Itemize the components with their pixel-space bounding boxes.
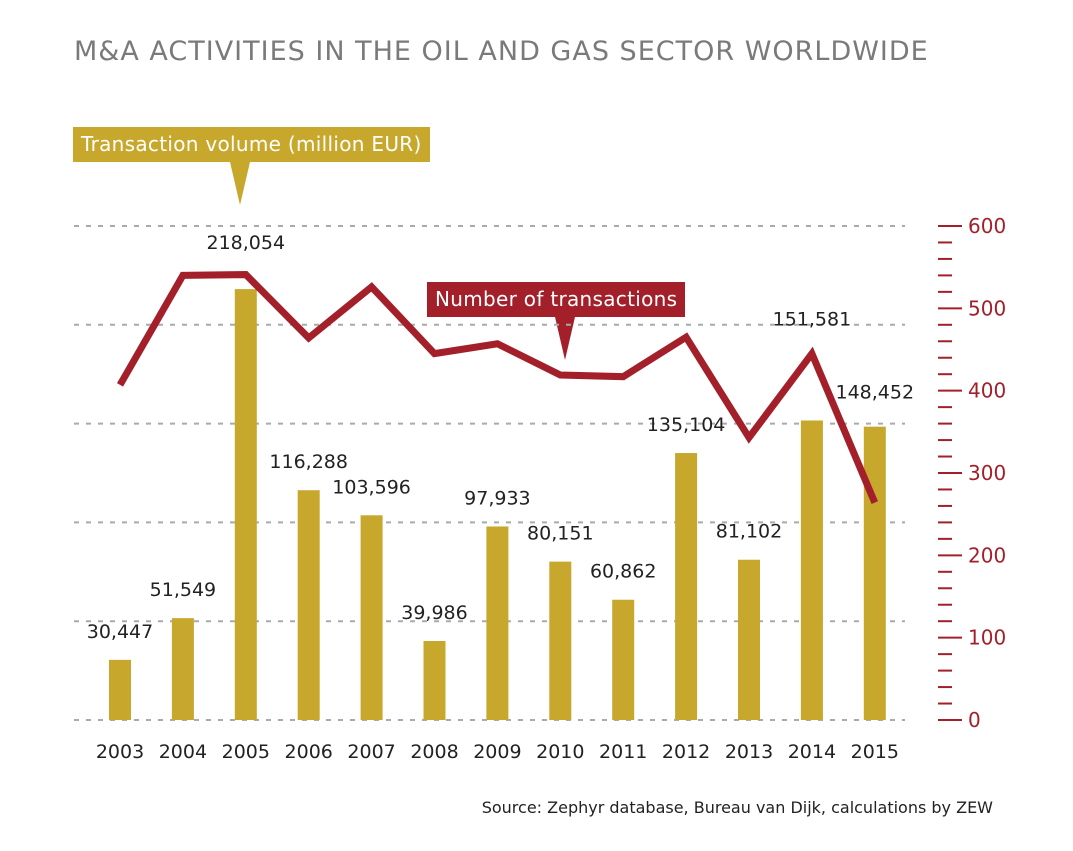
line-callout-pointer <box>555 317 575 360</box>
right-axis-tick-label: 500 <box>968 296 1006 320</box>
bar-value-label: 30,447 <box>87 621 153 643</box>
x-tick-label: 2013 <box>725 741 773 763</box>
bar-2006 <box>297 490 320 720</box>
x-tick-label: 2003 <box>96 741 144 763</box>
x-tick-label: 2007 <box>347 741 395 763</box>
transactions-line <box>116 271 879 505</box>
bar-2011 <box>612 599 635 720</box>
x-tick-label: 2004 <box>159 741 207 763</box>
bar-2003 <box>109 659 131 720</box>
source-note: Source: Zephyr database, Bureau van Dijk… <box>481 798 993 817</box>
bar-2015 <box>863 426 886 720</box>
bar-value-label: 116,288 <box>269 451 348 473</box>
right-axis-tick-label: 100 <box>968 626 1006 650</box>
x-tick-label: 2010 <box>536 741 584 763</box>
bar-2014 <box>800 420 823 720</box>
bar-2013 <box>738 559 760 720</box>
bar-value-label: 103,596 <box>332 476 411 498</box>
bar-value-label: 151,581 <box>773 308 852 330</box>
bar-2007 <box>360 515 383 720</box>
bar-value-label: 135,104 <box>647 414 726 436</box>
bar-value-label: 51,549 <box>150 579 216 601</box>
bar-value-label: 80,151 <box>527 523 593 545</box>
right-axis-tick-label: 200 <box>968 543 1006 567</box>
x-tick-label: 2015 <box>851 741 899 763</box>
bar-value-label: 81,102 <box>716 521 782 543</box>
x-tick-label: 2012 <box>662 741 710 763</box>
bar-value-label: 97,933 <box>464 487 530 509</box>
bar-callout-pointer <box>230 162 250 205</box>
bar-2004 <box>171 618 194 720</box>
x-tick-label: 2014 <box>788 741 836 763</box>
bar-value-label: 60,862 <box>590 561 656 583</box>
x-tick-label: 2009 <box>473 741 521 763</box>
bar-2005 <box>234 289 257 720</box>
bar-value-label: 39,986 <box>401 602 467 624</box>
right-axis-tick-label: 0 <box>968 708 981 732</box>
bar-2008 <box>423 640 446 720</box>
line-series-callout: Number of transactions <box>427 282 686 317</box>
x-tick-label: 2008 <box>410 741 458 763</box>
right-axis-tick-label: 600 <box>968 214 1006 238</box>
bar-series-callout: Transaction volume (million EUR) <box>73 127 430 162</box>
x-tick-label: 2006 <box>285 741 333 763</box>
bar-2010 <box>549 561 572 720</box>
chart-title: M&A ACTIVITIES IN THE OIL AND GAS SECTOR… <box>74 36 929 67</box>
bar-2009 <box>486 526 509 720</box>
bar-value-label: 148,452 <box>836 382 915 404</box>
right-axis-tick-label: 400 <box>968 379 1006 403</box>
bar-2012 <box>675 453 698 720</box>
x-tick-label: 2011 <box>599 741 647 763</box>
right-axis-tick-label: 300 <box>968 461 1006 485</box>
bar-value-label: 218,054 <box>207 232 286 254</box>
x-tick-label: 2005 <box>222 741 270 763</box>
